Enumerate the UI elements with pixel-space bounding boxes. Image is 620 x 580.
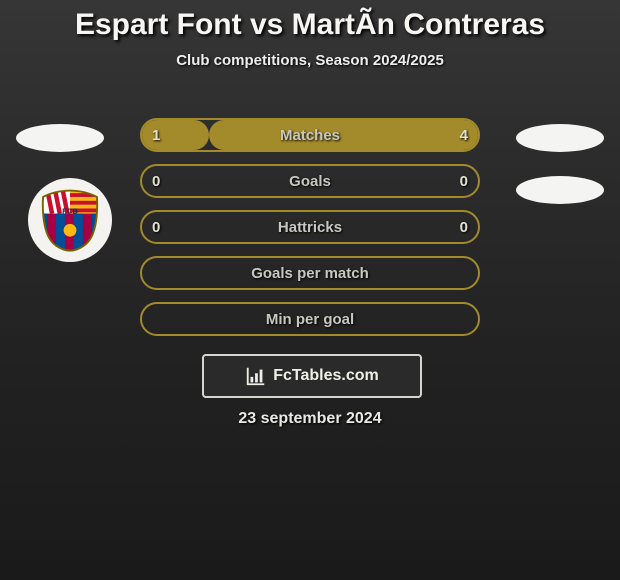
- comparison-infographic: Espart Font vs MartÃ­n Contreras Club co…: [0, 0, 620, 580]
- source-attribution: FcTables.com: [202, 354, 422, 398]
- stat-label: Hattricks: [278, 219, 342, 236]
- stat-label: Matches: [280, 127, 340, 144]
- stat-label: Min per goal: [266, 311, 354, 328]
- stat-bar: Matches: [140, 118, 480, 152]
- stat-fill-right: [209, 120, 478, 150]
- badge-ellipse: [16, 124, 104, 152]
- stat-value-left: 0: [152, 164, 160, 198]
- stat-bar: Goals per match: [140, 256, 480, 290]
- svg-text:FCB: FCB: [62, 207, 78, 216]
- stat-value-left: 1: [152, 118, 160, 152]
- stat-value-left: 0: [152, 210, 160, 244]
- stat-value-right: 4: [460, 118, 468, 152]
- stat-value-right: 0: [460, 164, 468, 198]
- page-title: Espart Font vs MartÃ­n Contreras: [0, 0, 620, 42]
- stat-label: Goals per match: [251, 265, 369, 282]
- subtitle: Club competitions, Season 2024/2025: [0, 52, 620, 69]
- stat-bar: Hattricks: [140, 210, 480, 244]
- source-name: FcTables.com: [273, 367, 379, 385]
- stat-bar: Min per goal: [140, 302, 480, 336]
- badge-ellipse: [516, 124, 604, 152]
- stat-value-right: 0: [460, 210, 468, 244]
- player-1-name: Espart Font: [75, 8, 242, 41]
- fcb-crest-icon: FCB: [38, 188, 102, 252]
- stat-row: Goals per match: [0, 256, 620, 298]
- stat-label: Goals: [289, 173, 331, 190]
- vs-label: vs: [250, 8, 283, 41]
- date-label: 23 september 2024: [0, 410, 620, 428]
- badge-ellipse: [516, 176, 604, 204]
- stat-row: Min per goal: [0, 302, 620, 344]
- stat-bar: Goals: [140, 164, 480, 198]
- bar-chart-icon: [245, 365, 267, 387]
- club-crest-left: FCB: [28, 178, 112, 262]
- player-2-name: MartÃ­n Contreras: [292, 8, 545, 41]
